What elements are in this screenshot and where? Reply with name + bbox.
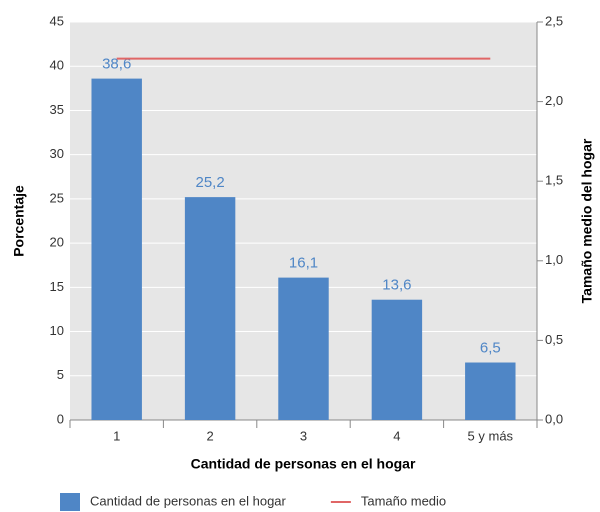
y2-axis-title: Tamaño medio del hogar	[579, 138, 595, 303]
data-label: 16,1	[289, 255, 318, 272]
y-tick-label: 45	[50, 13, 64, 28]
y-axis-title: Porcentaje	[11, 185, 27, 257]
bar	[371, 299, 423, 420]
x-tick-label: 2	[206, 428, 213, 443]
legend-label: Cantidad de personas en el hogar	[90, 493, 287, 508]
y-tick-label: 35	[50, 102, 64, 117]
y-tick-label: 30	[50, 146, 64, 161]
bar	[278, 277, 329, 420]
y-tick-label: 25	[50, 190, 64, 205]
bar	[465, 362, 516, 420]
data-label: 25,2	[195, 174, 224, 191]
y2-tick-label: 2,0	[545, 93, 563, 108]
y2-tick-label: 0,0	[545, 411, 563, 426]
legend-label: Tamaño medio	[361, 493, 446, 508]
legend-swatch	[60, 493, 80, 511]
y-tick-label: 40	[50, 58, 64, 73]
x-tick-label: 1	[113, 428, 120, 443]
y-tick-label: 15	[50, 279, 64, 294]
y2-tick-label: 1,5	[545, 173, 563, 188]
data-label: 38,6	[102, 56, 131, 73]
y2-tick-label: 1,0	[545, 252, 563, 267]
y-tick-label: 10	[50, 323, 64, 338]
y-tick-label: 20	[50, 235, 64, 250]
bar	[184, 197, 236, 420]
x-tick-label: 3	[300, 428, 307, 443]
x-axis-title: Cantidad de personas en el hogar	[191, 456, 416, 472]
data-label: 13,6	[382, 277, 411, 294]
y-tick-label: 0	[57, 411, 64, 426]
data-label: 6,5	[480, 339, 501, 356]
y-tick-label: 5	[57, 367, 64, 382]
bar	[91, 78, 142, 421]
x-tick-label: 5 y más	[468, 428, 514, 443]
x-tick-label: 4	[393, 428, 400, 443]
y2-tick-label: 2,5	[545, 13, 563, 28]
y2-tick-label: 0,5	[545, 332, 563, 347]
